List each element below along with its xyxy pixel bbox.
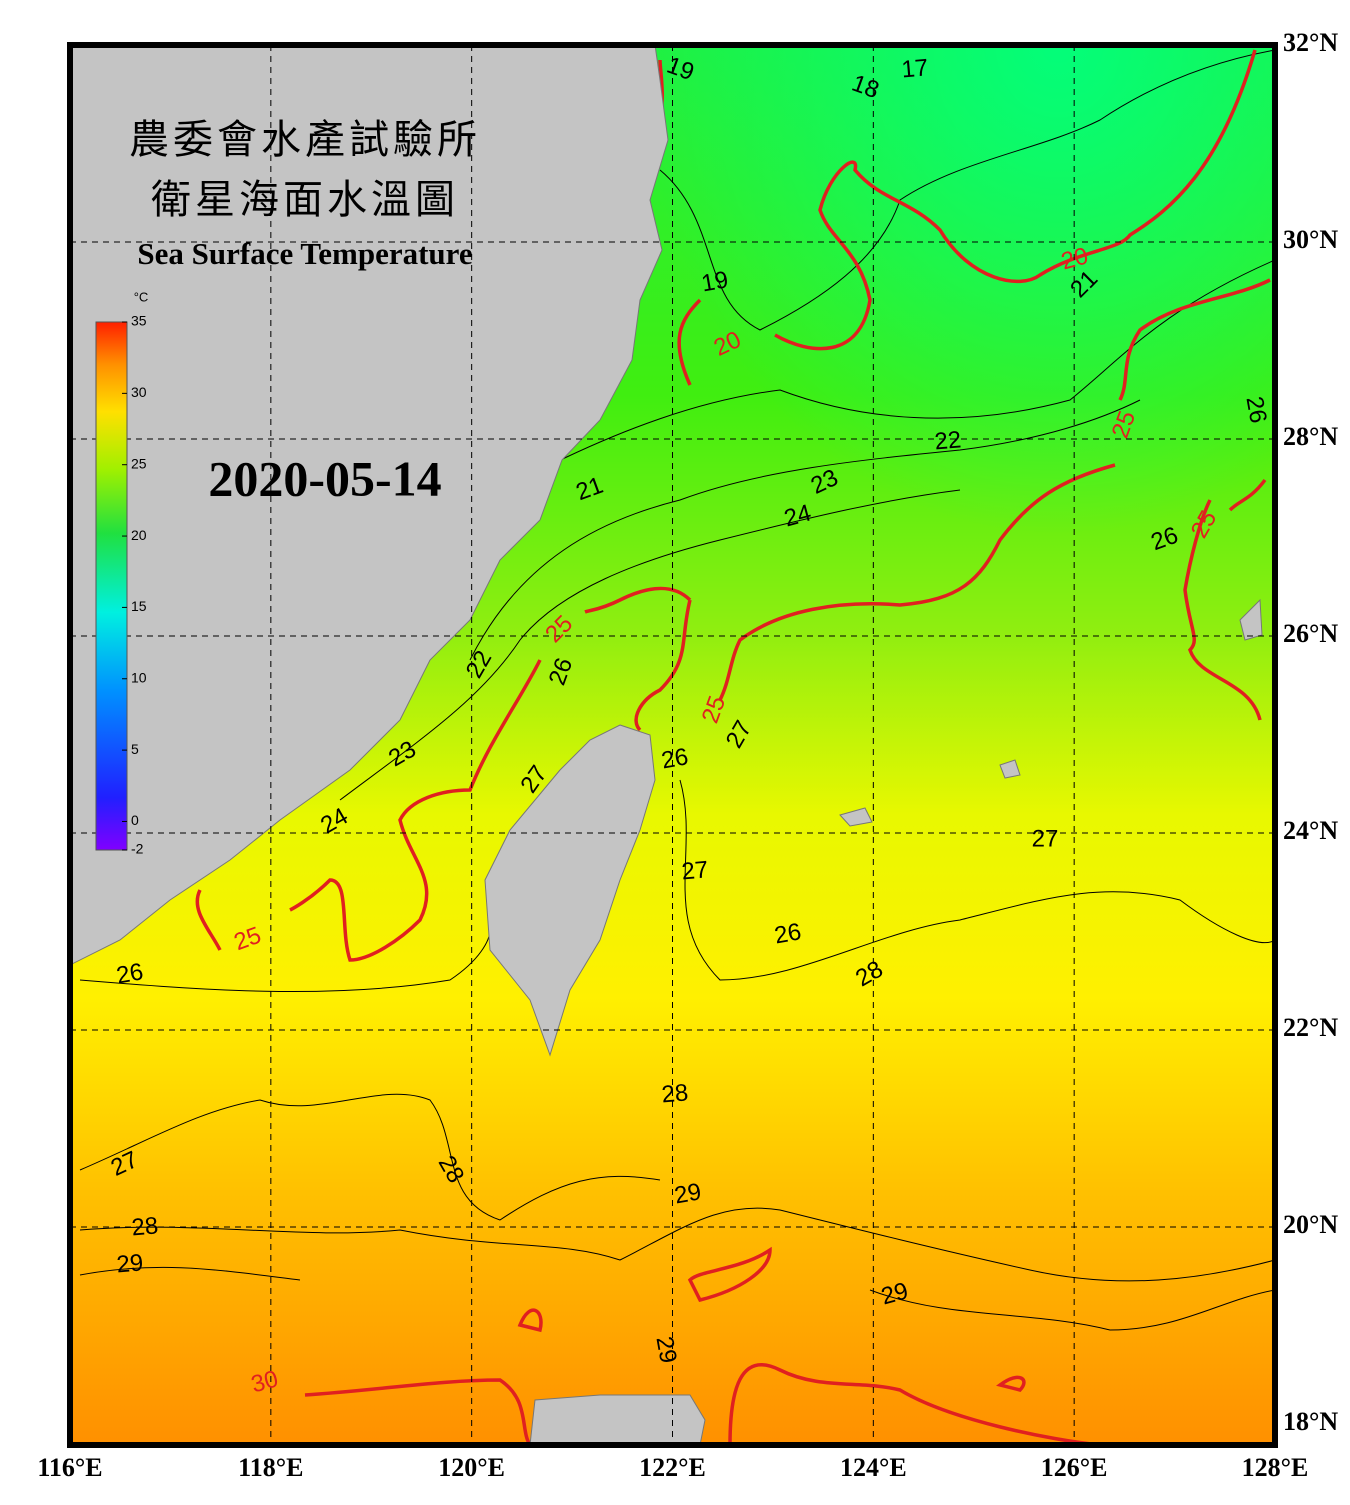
isotherm-25 (195, 278, 1271, 962)
isotherm-label: 17 (900, 54, 929, 83)
isotherms (79, 49, 1275, 1331)
isotherm-label: 22 (933, 426, 962, 455)
islands (839, 598, 1263, 827)
lat-label: 22°N (1283, 1013, 1338, 1042)
lon-label: 118°E (238, 1453, 303, 1482)
isotherm (469, 399, 1141, 661)
colorbar-tick-label: 10 (131, 669, 147, 685)
colorbar-unit: °C (134, 289, 149, 304)
isotherm-label: 28 (130, 1212, 159, 1241)
mainland-china (70, 45, 669, 966)
lon-label: 116°E (37, 1453, 102, 1482)
isotherm (79, 1207, 1275, 1282)
lat-label: 32°N (1283, 28, 1338, 57)
isotherm-label: 26 (1241, 394, 1272, 425)
lon-label: 120°E (438, 1453, 505, 1482)
isotherm (339, 489, 961, 801)
isotherm-30 (304, 1246, 1101, 1445)
colorbar-tick-label: 0 (131, 812, 139, 828)
lon-label: 124°E (840, 1453, 907, 1482)
isotherm (79, 1093, 661, 1221)
isotherm-label: 27 (680, 856, 709, 885)
lon-label: 122°E (639, 1453, 706, 1482)
isotherm-20 (677, 49, 1257, 386)
colorbar-tick-label: 30 (131, 384, 147, 400)
isotherm-label: 26 (772, 918, 803, 949)
colorbar-tick-label: 25 (131, 455, 147, 471)
isotherm-label: 29 (115, 1249, 144, 1278)
graticule (70, 45, 1275, 1445)
lat-label: 26°N (1283, 619, 1338, 648)
lat-label: 18°N (1283, 1407, 1338, 1436)
title-zh: 農委會水產試驗所 (129, 117, 481, 163)
isotherm-label: 26 (659, 743, 690, 774)
isotherm (79, 929, 491, 993)
isotherm (679, 779, 1275, 981)
taiwan (484, 724, 656, 1057)
lon-label: 128°E (1242, 1453, 1309, 1482)
land (70, 45, 1263, 1445)
luzon (529, 1394, 706, 1445)
map-frame (67, 42, 1278, 1448)
isotherm-label: 28 (660, 1079, 689, 1108)
colorbar-tick-label: 15 (131, 598, 147, 614)
isotherm (539, 259, 1275, 471)
colorbar-tick-label: 35 (131, 313, 147, 329)
title-en: Sea Surface Temperature (137, 236, 472, 271)
axis-labels: 116°E 118°E 120°E 122°E 124°E 126°E 128°E 32°N 3… (37, 28, 1338, 1482)
isotherm-label: 19 (699, 266, 730, 297)
isotherm-label: 29 (672, 1178, 703, 1209)
lat-label: 24°N (1283, 816, 1338, 845)
isotherm-label: 27 (1032, 825, 1059, 852)
colorbar-tick-label: 5 (131, 741, 139, 757)
colorbar-ticks: 35 30 25 20 15 10 5 0 -2 (122, 313, 147, 857)
lat-label: 30°N (1283, 225, 1338, 254)
lat-label: 20°N (1283, 1210, 1338, 1239)
lon-label: 126°E (1041, 1453, 1108, 1482)
subtitle-zh: 衛星海面水溫圖 (151, 177, 459, 223)
date: 2020-05-14 (208, 450, 441, 506)
isotherm (79, 1266, 1275, 1331)
colorbar (95, 321, 128, 851)
colorbar-tick-label: 20 (131, 527, 147, 543)
isotherm-label: 26 (114, 958, 145, 989)
isotherm (659, 49, 1275, 331)
lat-label: 28°N (1283, 422, 1338, 451)
colorbar-tick-label: -2 (131, 841, 144, 857)
isotherm-label: 29 (651, 1334, 682, 1365)
